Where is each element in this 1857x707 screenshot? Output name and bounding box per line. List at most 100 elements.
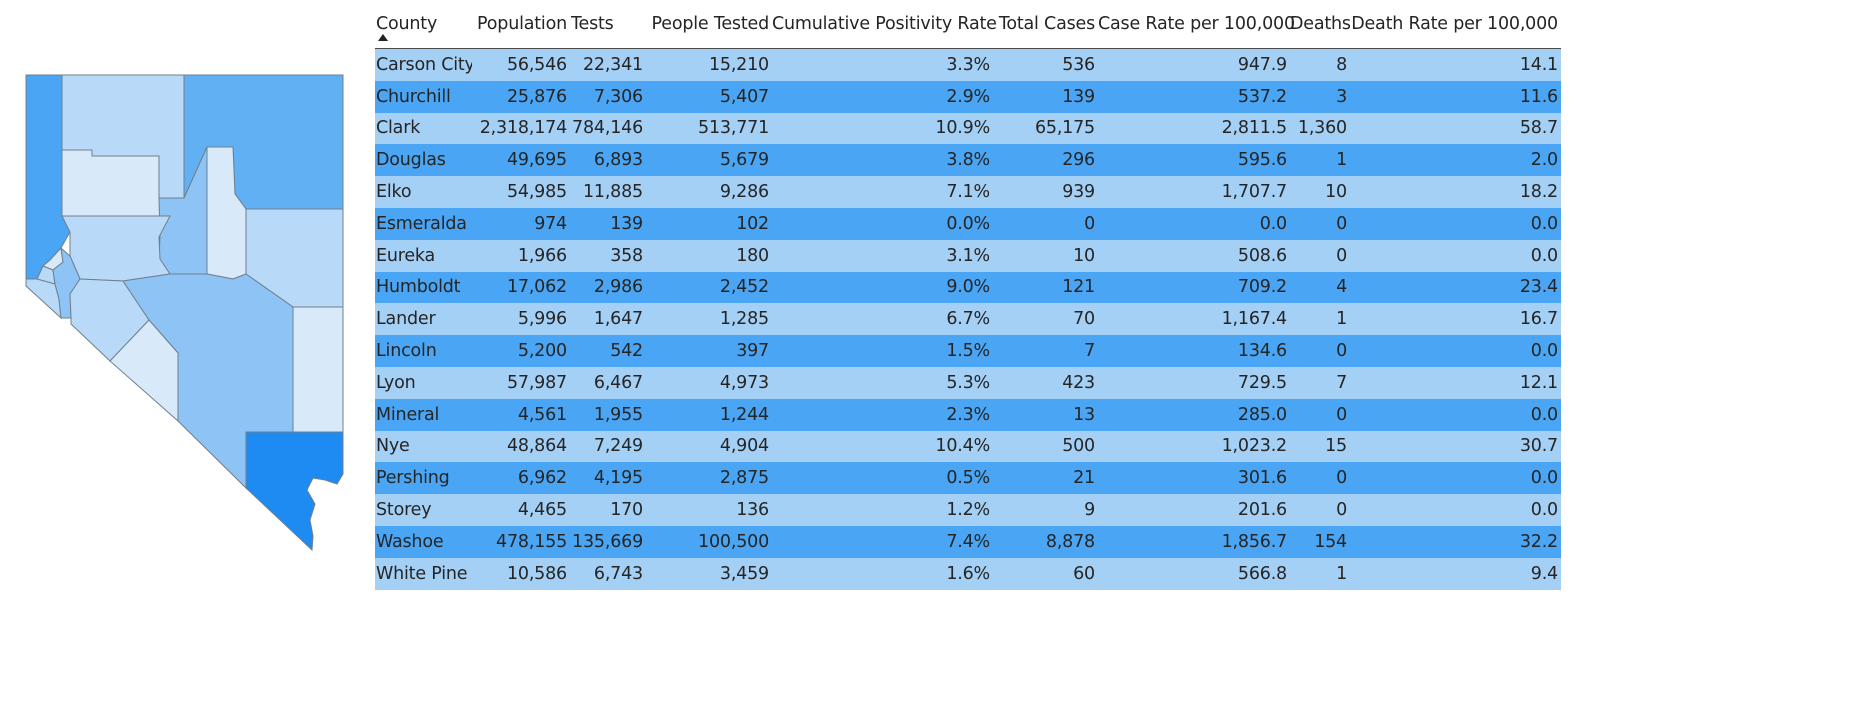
cell-population: 17,062 (472, 271, 570, 304)
table-row[interactable]: Humboldt 17,062 2,986 2,452 9.0% 121 709.2 4 23.… (375, 271, 1561, 304)
cell-tests: 6,893 (570, 144, 646, 177)
cell-total-cases: 8,878 (993, 525, 1098, 558)
cell-county: Humboldt (375, 271, 472, 304)
sort-ascending-icon[interactable] (378, 34, 388, 41)
table-row[interactable]: Douglas 49,695 6,893 5,679 3.8% 296 595.6 1 2.0 (375, 144, 1561, 177)
table-row[interactable]: Elko 54,985 11,885 9,286 7.1% 939 1,707.7 10 18.… (375, 176, 1561, 208)
cell-county: Clark (375, 112, 472, 145)
table-row[interactable]: White Pine 10,586 6,743 3,459 1.6% 60 566.8 1 9.… (375, 557, 1561, 590)
cell-population: 10,586 (472, 557, 570, 590)
cell-total-cases: 70 (993, 303, 1098, 336)
map-county-lincoln[interactable] (292, 306, 344, 433)
cell-county: Esmeralda (375, 207, 472, 240)
cell-total-cases: 423 (993, 366, 1098, 399)
cell-case-rate: 0.0 (1098, 207, 1290, 240)
cell-case-rate: 2,811.5 (1098, 112, 1290, 145)
cell-death-rate: 9.4 (1350, 557, 1561, 590)
table-header-row: County Population Tests People Tested Cu… (375, 0, 1561, 49)
cell-case-rate: 1,167.4 (1098, 303, 1290, 336)
cell-death-rate: 0.0 (1350, 239, 1561, 272)
cell-tests: 7,306 (570, 80, 646, 113)
cell-deaths: 1 (1290, 303, 1350, 336)
cell-county: Elko (375, 176, 472, 208)
cell-deaths: 154 (1290, 525, 1350, 558)
cell-case-rate: 285.0 (1098, 398, 1290, 431)
map-county-esmeralda[interactable] (109, 319, 179, 423)
cell-tests: 4,195 (570, 462, 646, 495)
cell-county: Lincoln (375, 335, 472, 367)
table-row[interactable]: Lyon 57,987 6,467 4,973 5.3% 423 729.5 7 12.1 (375, 366, 1561, 399)
cell-population: 5,996 (472, 303, 570, 336)
cell-positivity-rate: 5.3% (772, 366, 993, 399)
table-row[interactable]: Churchill 25,876 7,306 5,407 2.9% 139 537.2 3 11… (375, 80, 1561, 113)
cell-total-cases: 0 (993, 207, 1098, 240)
cell-tests: 1,647 (570, 303, 646, 336)
table-body: Carson City 56,546 22,341 15,210 3.3% 536 947.… (375, 48, 1561, 590)
cell-death-rate: 30.7 (1350, 430, 1561, 463)
county-stats-table-container: County Population Tests People Tested Cu… (375, 0, 1561, 590)
cell-case-rate: 595.6 (1098, 144, 1290, 177)
cell-deaths: 10 (1290, 176, 1350, 208)
cell-total-cases: 13 (993, 398, 1098, 431)
cell-people-tested: 397 (646, 335, 772, 367)
cell-deaths: 3 (1290, 80, 1350, 113)
cell-positivity-rate: 10.9% (772, 112, 993, 145)
cell-total-cases: 9 (993, 494, 1098, 526)
map-county-pershing[interactable] (61, 149, 171, 217)
cell-total-cases: 139 (993, 80, 1098, 113)
column-header-population[interactable]: Population (472, 0, 570, 49)
cell-people-tested: 9,286 (646, 176, 772, 208)
cell-case-rate: 1,707.7 (1098, 176, 1290, 208)
cell-tests: 135,669 (570, 525, 646, 558)
column-header-positivity-rate[interactable]: Cumulative Positivity Rate (772, 0, 997, 49)
map-county-clark[interactable] (245, 431, 344, 552)
table-row[interactable]: Lincoln 5,200 542 397 1.5% 7 134.6 0 0.0 (375, 335, 1561, 367)
cell-deaths: 0 (1290, 335, 1350, 367)
cell-case-rate: 508.6 (1098, 239, 1290, 272)
cell-positivity-rate: 1.2% (772, 494, 993, 526)
cell-death-rate: 0.0 (1350, 207, 1561, 240)
cell-total-cases: 21 (993, 462, 1098, 495)
cell-population: 57,987 (472, 366, 570, 399)
column-header-tests[interactable]: Tests (570, 0, 646, 49)
map-county-churchill[interactable] (61, 215, 171, 282)
cell-death-rate: 2.0 (1350, 144, 1561, 177)
table-row[interactable]: Eureka 1,966 358 180 3.1% 10 508.6 0 0.0 (375, 239, 1561, 272)
cell-case-rate: 566.8 (1098, 557, 1290, 590)
cell-population: 4,561 (472, 398, 570, 431)
column-header-case-rate[interactable]: Case Rate per 100,000 (1098, 0, 1295, 49)
cell-death-rate: 32.2 (1350, 525, 1561, 558)
cell-deaths: 1,360 (1290, 112, 1350, 145)
cell-tests: 170 (570, 494, 646, 526)
cell-tests: 11,885 (570, 176, 646, 208)
column-header-deaths[interactable]: Deaths (1290, 0, 1351, 49)
cell-case-rate: 537.2 (1098, 80, 1290, 113)
table-row[interactable]: Nye 48,864 7,249 4,904 10.4% 500 1,023.2 15 30.7 (375, 430, 1561, 463)
column-header-total-cases[interactable]: Total Cases (993, 0, 1098, 49)
column-header-people-tested[interactable]: People Tested (646, 0, 772, 49)
column-header-county[interactable]: County (375, 0, 472, 49)
table-row[interactable]: Storey 4,465 170 136 1.2% 9 201.6 0 0.0 (375, 494, 1561, 526)
cell-population: 25,876 (472, 80, 570, 113)
table-row[interactable]: Pershing 6,962 4,195 2,875 0.5% 21 301.6 0 0.0 (375, 462, 1561, 495)
cell-people-tested: 180 (646, 239, 772, 272)
table-row[interactable]: Washoe 478,155 135,669 100,500 7.4% 8,878 1,85… (375, 525, 1561, 558)
cell-total-cases: 10 (993, 239, 1098, 272)
column-header-death-rate[interactable]: Death Rate per 100,000 (1350, 0, 1561, 49)
cell-positivity-rate: 3.1% (772, 239, 993, 272)
table-row[interactable]: Mineral 4,561 1,955 1,244 2.3% 13 285.0 0 0.0 (375, 398, 1561, 431)
cell-county: Washoe (375, 525, 472, 558)
table-row[interactable]: Clark 2,318,174 784,146 513,771 10.9% 65,175 2… (375, 112, 1561, 145)
table-row[interactable]: Carson City 56,546 22,341 15,210 3.3% 536 947.… (375, 48, 1561, 81)
cell-tests: 1,955 (570, 398, 646, 431)
cell-positivity-rate: 1.6% (772, 557, 993, 590)
cell-people-tested: 5,407 (646, 80, 772, 113)
table-row[interactable]: Lander 5,996 1,647 1,285 6.7% 70 1,167.4 1 16.7 (375, 303, 1561, 336)
cell-people-tested: 100,500 (646, 525, 772, 558)
cell-population: 2,318,174 (472, 112, 570, 145)
cell-case-rate: 301.6 (1098, 462, 1290, 495)
table-row[interactable]: Esmeralda 974 139 102 0.0% 0 0.0 0 0.0 (375, 207, 1561, 240)
map-svg (25, 74, 344, 552)
cell-total-cases: 500 (993, 430, 1098, 463)
cell-county: Carson City (375, 48, 472, 81)
